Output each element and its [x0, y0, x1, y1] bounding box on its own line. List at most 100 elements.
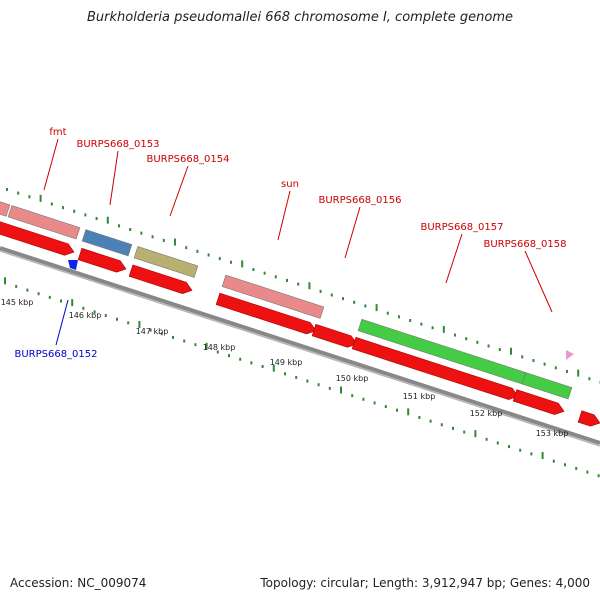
ring-dot: [487, 344, 490, 348]
ring-dot: [554, 366, 557, 370]
cds-6: [351, 336, 519, 400]
scale-dot: [373, 401, 376, 405]
gene-0152-marker: [68, 260, 78, 270]
scale-dot: [172, 335, 174, 339]
scale-dot: [306, 379, 309, 383]
scale-dot: [216, 350, 219, 354]
scale-dot: [575, 466, 578, 470]
ring-dot: [330, 293, 333, 297]
ring-dot: [185, 246, 188, 250]
ring-dot: [274, 275, 277, 279]
scale-dot: [15, 284, 18, 288]
ring-dot: [118, 224, 120, 228]
ring-dot: [84, 213, 87, 217]
gene-fmt-body: [7, 205, 81, 240]
outer-dotted-ring: [6, 187, 600, 384]
ring-dot: [162, 238, 165, 242]
ring-dot: [50, 202, 53, 206]
gene-sun-body: [221, 274, 325, 319]
cds-3: [128, 264, 193, 294]
gene-0154: [133, 246, 199, 278]
ring-dot: [498, 348, 501, 352]
scale-dot: [317, 383, 320, 387]
gene-0158: [521, 372, 573, 400]
backbone-shadow: [0, 250, 600, 447]
ring-dot: [364, 304, 367, 308]
callout-line-0158: [524, 250, 553, 313]
ring-dot: [442, 325, 445, 333]
ring-dot: [476, 340, 479, 344]
scale-dot: [194, 343, 197, 347]
scale-dot: [519, 448, 522, 452]
scale-dot: [183, 339, 186, 343]
scale-dot: [116, 317, 118, 321]
ring-dot: [319, 289, 322, 293]
ring-dot: [353, 300, 356, 304]
small-feature-marker: [566, 350, 574, 360]
scale-dot: [272, 364, 275, 372]
gene-0154-body: [133, 246, 199, 278]
genome-summary-text: Topology: circular; Length: 3,912,947 bp…: [260, 576, 590, 590]
scale-dot: [60, 299, 62, 303]
ring-dot: [510, 347, 512, 355]
ring-dot: [588, 377, 591, 381]
ring-dot: [140, 231, 143, 235]
ring-dot: [207, 253, 210, 257]
gene-label-0154: BURPS668_0154: [146, 154, 229, 165]
scale-dot: [362, 397, 365, 401]
ring-dot: [6, 187, 8, 191]
scale-dot: [328, 386, 331, 390]
scale-dot: [597, 474, 600, 478]
ring-dot: [39, 194, 42, 202]
ring-dot: [398, 315, 400, 319]
scale-dot: [71, 299, 74, 307]
scale-dot: [149, 328, 152, 332]
scale-dot: [496, 441, 499, 445]
ring-dot: [263, 271, 266, 275]
gene-0158-body: [521, 372, 573, 400]
scale-dot: [138, 320, 141, 328]
callout-line-0154: [169, 165, 189, 217]
cds-4-body: [215, 292, 317, 335]
ring-dot: [342, 297, 344, 301]
ring-dot: [465, 337, 468, 341]
ring-dot: [252, 268, 255, 272]
scale-dot: [127, 321, 130, 325]
ring-dot: [151, 235, 154, 239]
scale-dot: [261, 365, 264, 369]
ring-dot: [297, 282, 300, 286]
scale-dot: [407, 408, 410, 416]
scale-dot: [93, 310, 96, 314]
scale-dot: [463, 430, 466, 434]
feature-track: [0, 198, 600, 427]
scale-dotted-ring: [4, 277, 600, 478]
cds-2: [77, 247, 127, 273]
gene-label-fmt: fmt: [49, 127, 66, 138]
ring-dot: [196, 249, 199, 253]
cds-5: [311, 323, 358, 348]
scale-dot: [295, 375, 298, 379]
scale-dot: [160, 332, 163, 336]
ring-dot: [543, 362, 546, 366]
ring-dot: [129, 227, 132, 231]
scale-dot: [4, 277, 6, 285]
cds-7: [512, 389, 565, 415]
cds-8: [577, 410, 600, 427]
kbp-label-149: 149 kbp: [270, 358, 303, 367]
scale-dot: [104, 314, 107, 318]
ring-dot: [577, 369, 580, 377]
ring-dot: [420, 322, 423, 326]
gene-label-0157: BURPS668_0157: [420, 222, 503, 233]
scale-dot: [26, 288, 29, 292]
ring-dot: [409, 318, 412, 322]
gene-0153: [81, 229, 133, 257]
ring-dot: [286, 278, 288, 282]
scale-dot: [205, 342, 208, 350]
ring-dot: [218, 257, 221, 261]
scale-dot: [228, 354, 230, 358]
scale-dot: [340, 386, 342, 394]
ring-dot: [106, 216, 109, 224]
cds-8-body: [577, 410, 600, 427]
